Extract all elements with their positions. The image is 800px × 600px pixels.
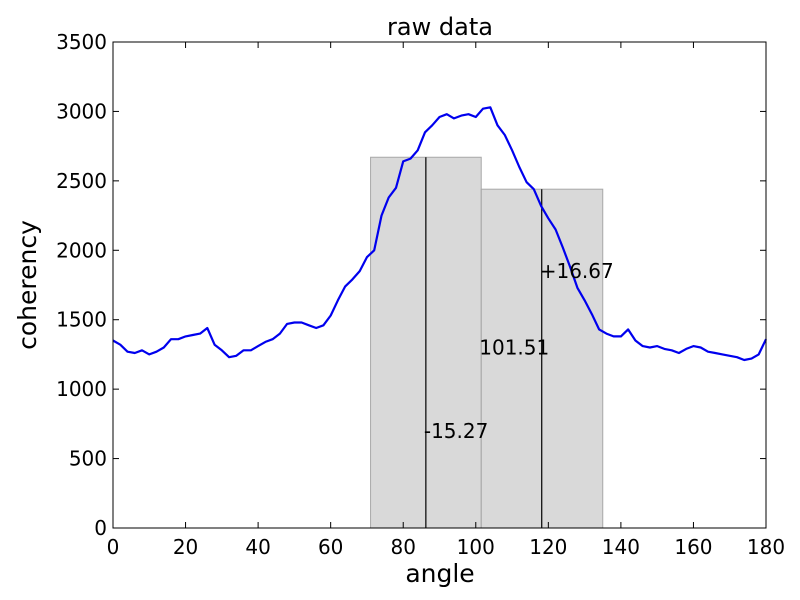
- x-tick-label-7: 140: [602, 535, 640, 559]
- x-axis-label: angle: [405, 559, 474, 588]
- annotation-2: +16.67: [540, 259, 614, 283]
- y-tick-label-3: 1500: [56, 308, 107, 332]
- y-tick-label-7: 3500: [56, 30, 107, 54]
- annotation-1: 101.51: [479, 335, 549, 359]
- y-tick-label-4: 2000: [56, 238, 107, 262]
- line-layer: [112, 106, 767, 362]
- y-tick-label-1: 500: [69, 447, 107, 471]
- annotations-layer: -15.27 101.51 +16.67: [424, 259, 614, 443]
- vlines-layer: [425, 157, 543, 528]
- x-ticks: 0 20 40 60 80 100 120 140 160 180: [107, 42, 785, 559]
- x-tick-label-9: 180: [747, 535, 785, 559]
- series-line-0: [112, 106, 767, 362]
- x-tick-label-3: 60: [318, 535, 343, 559]
- y-tick-label-2: 1000: [56, 377, 107, 401]
- x-tick-label-2: 40: [245, 535, 270, 559]
- plot-frame: [112, 41, 767, 529]
- y-tick-label-5: 2500: [56, 169, 107, 193]
- y-axis-label: coherency: [13, 220, 42, 350]
- annotation-0: -15.27: [424, 419, 488, 443]
- x-tick-label-1: 20: [173, 535, 198, 559]
- y-tick-label-6: 3000: [56, 99, 107, 123]
- y-ticks: 0 500 1000 1500 2000 2500 3000 3500: [56, 30, 766, 540]
- y-tick-label-0: 0: [94, 516, 107, 540]
- x-tick-label-0: 0: [107, 535, 120, 559]
- x-tick-label-5: 100: [457, 535, 495, 559]
- x-tick-label-4: 80: [390, 535, 415, 559]
- x-tick-label-6: 120: [529, 535, 567, 559]
- chart-title: raw data: [387, 13, 493, 41]
- x-tick-label-8: 160: [674, 535, 712, 559]
